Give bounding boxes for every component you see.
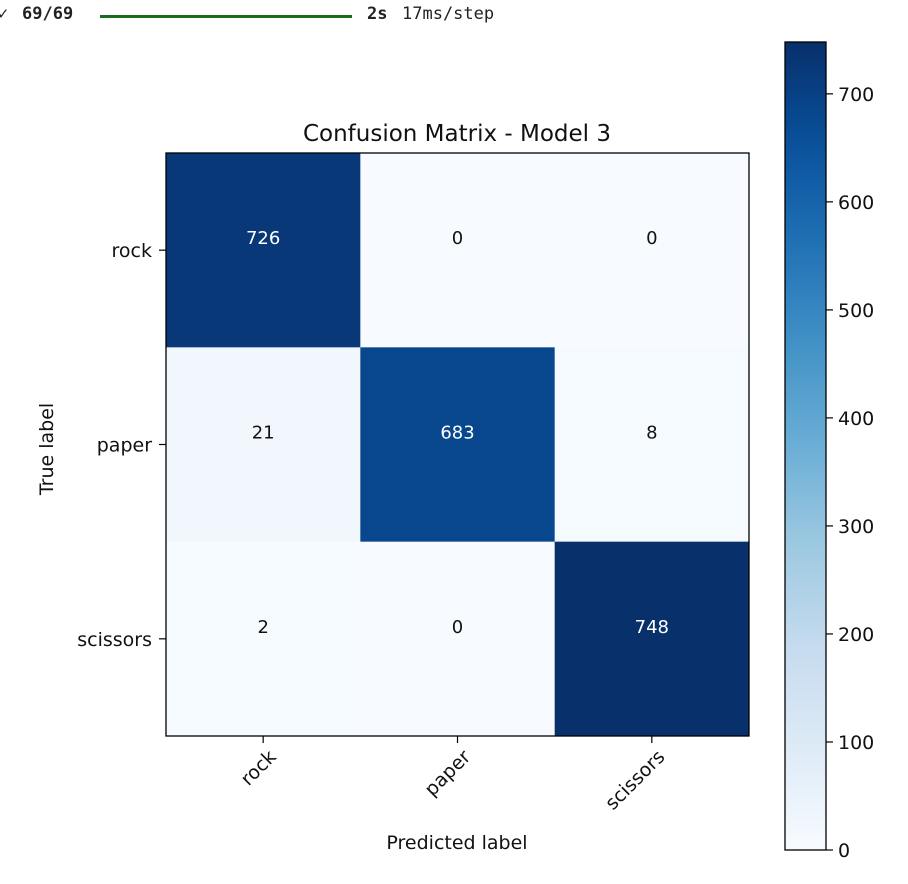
- progress-bar: [100, 15, 352, 18]
- matrix-cell-paper-paper: [360, 347, 556, 543]
- cell-value-rock-scissors: 0: [646, 228, 657, 249]
- y-tick-label-rock: rock: [112, 240, 152, 262]
- colorbar-tick-label: 700: [838, 84, 874, 106]
- progress-line: ✓ 69/69 2s 17ms/step: [0, 0, 908, 30]
- step-rate: 17ms/step: [402, 4, 495, 24]
- progress-bar-fill: [100, 15, 352, 18]
- x-tick-label-rock: rock: [237, 746, 281, 790]
- colorbar-tick-label: 400: [838, 408, 874, 430]
- elapsed-time: 2s: [367, 4, 388, 24]
- y-tick-label-paper: paper: [97, 435, 152, 457]
- matrix-cell-labels: 726 0 0 21 683 8 2 0 748: [246, 228, 669, 638]
- colorbar-tick-label: 100: [838, 732, 874, 754]
- matrix-cells: [166, 153, 750, 737]
- x-tick-label-scissors: scissors: [601, 746, 669, 814]
- colorbar-ticks: 0 100 200 300 400 500 600 700: [826, 84, 874, 862]
- checkmark-icon: ✓: [0, 4, 9, 24]
- colorbar-tick-label: 200: [838, 624, 874, 646]
- cell-value-scissors-scissors: 748: [635, 617, 669, 638]
- colorbar-tick-label: 0: [838, 840, 850, 862]
- matrix-cell-scissors-rock: [166, 541, 361, 737]
- cell-value-paper-rock: 21: [252, 423, 275, 444]
- matrix-cell-rock-scissors: [554, 153, 750, 348]
- cell-value-rock-rock: 726: [246, 228, 280, 249]
- matrix-cell-rock-paper: [360, 153, 556, 348]
- matrix-cell-paper-rock: [166, 347, 361, 543]
- x-axis-ticks: rock paper scissors: [237, 736, 669, 814]
- colorbar-tick-label: 500: [838, 300, 874, 322]
- y-axis-ticks: rock paper scissors: [77, 240, 166, 651]
- x-tick-label-paper: paper: [420, 746, 475, 801]
- cell-value-rock-paper: 0: [452, 228, 463, 249]
- matrix-cell-scissors-scissors: [554, 541, 750, 737]
- x-axis-label: Predicted label: [386, 832, 527, 854]
- colorbar-tick-label: 300: [838, 516, 874, 538]
- matrix-cell-scissors-paper: [360, 541, 556, 737]
- chart-title: Confusion Matrix - Model 3: [303, 121, 611, 147]
- cell-value-paper-scissors: 8: [646, 423, 657, 444]
- cell-value-scissors-rock: 2: [257, 617, 268, 638]
- cell-value-scissors-paper: 0: [452, 617, 463, 638]
- colorbar: [784, 41, 827, 851]
- matrix-cell-rock-rock: [166, 153, 361, 348]
- step-count: 69/69: [22, 4, 74, 24]
- colorbar-tick-label: 600: [838, 192, 874, 214]
- cell-value-paper-paper: 683: [440, 423, 474, 444]
- y-tick-label-scissors: scissors: [77, 629, 152, 651]
- matrix-cell-paper-scissors: [554, 347, 750, 543]
- y-axis-label: True label: [36, 403, 58, 496]
